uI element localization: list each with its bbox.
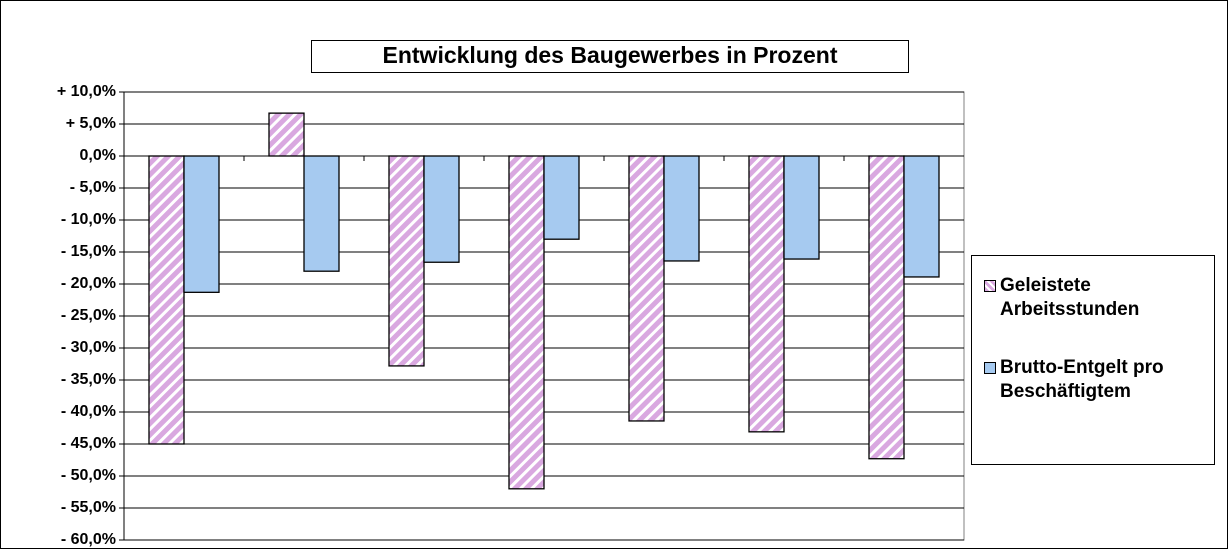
bar [423,155,460,263]
y-tick-label: - 15,0% [61,243,116,260]
chart-title: Entwicklung des Baugewerbes in Prozent [383,42,838,68]
y-tick-label: - 40,0% [61,403,116,420]
bar [183,155,220,293]
legend-label: Geleistete Arbeitsstunden [1000,275,1140,320]
bar [543,155,580,240]
y-tick-label: 0,0% [80,147,116,164]
y-tick-label: + 5,0% [66,115,116,132]
legend-label: Brutto-Entgelt pro Beschäftigtem [1000,357,1164,402]
legend-entry: Geleistete Arbeitsstunden [984,274,1208,322]
legend-key [984,280,996,292]
y-tick-label: - 55,0% [61,499,116,516]
y-tick-label: - 50,0% [61,467,116,484]
y-tick-label: - 5,0% [70,179,116,196]
bar [388,155,425,367]
bar [628,155,665,422]
y-tick-label: - 60,0% [61,531,116,548]
bar [148,155,185,445]
y-tick-label: - 20,0% [61,275,116,292]
bar [303,155,340,272]
bar [783,155,820,260]
y-tick-label: - 10,0% [61,211,116,228]
bar [868,155,905,460]
title-box [311,40,909,73]
bar [508,155,545,490]
y-tick-label: - 30,0% [61,339,116,356]
legend: Geleistete Arbeitsstunden Brutto-Entgelt … [971,255,1215,465]
bar [268,112,305,157]
bar [903,155,940,278]
bar [663,155,700,262]
y-tick-label: - 45,0% [61,435,116,452]
bar [748,155,785,433]
y-tick-label: - 25,0% [61,307,116,324]
y-tick-label: - 35,0% [61,371,116,388]
legend-key [984,362,996,374]
y-tick-label: + 10,0% [57,83,116,100]
legend-entry: Brutto-Entgelt pro Beschäftigtem [984,356,1208,404]
